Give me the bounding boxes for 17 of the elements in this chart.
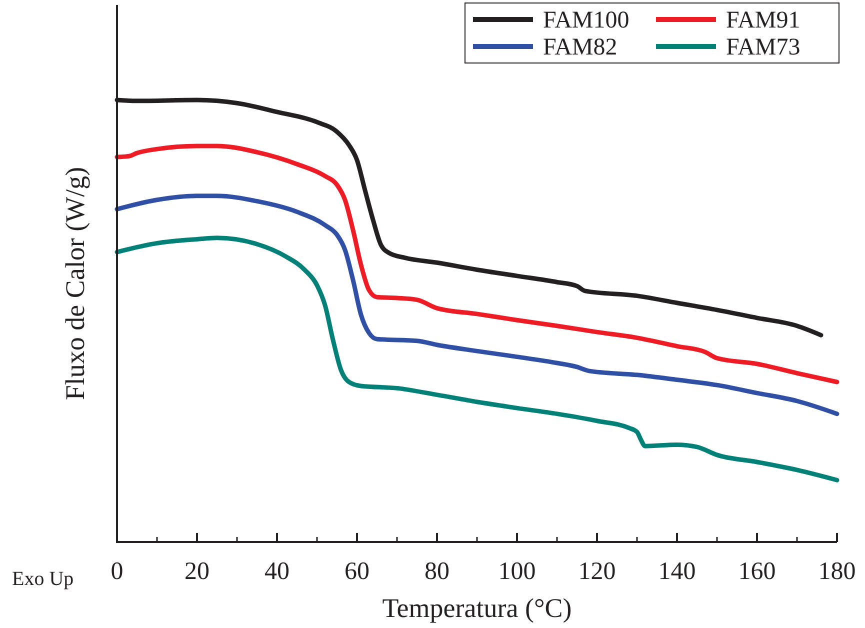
x-tick-label: 180 (818, 558, 856, 585)
x-axis-title: Temperatura (°C) (382, 593, 572, 623)
text: Exo Up (12, 568, 74, 590)
x-tick-label: 0 (110, 558, 124, 585)
legend-label: FAM73 (726, 34, 800, 60)
x-tick-label: 40 (264, 558, 290, 585)
x-tick-label: 160 (738, 558, 776, 585)
legend-label: FAM100 (543, 8, 630, 34)
y-axis-title: Fluxo de Calor (W/g) (60, 166, 90, 400)
x-tick-label: 140 (658, 558, 696, 585)
legend-label: FAM82 (543, 34, 618, 60)
x-tick-label: 80 (424, 558, 450, 585)
x-tick-label: 20 (184, 558, 210, 585)
x-tick-label: 120 (578, 558, 616, 585)
x-tick-label: 100 (498, 558, 536, 585)
legend-label: FAM91 (726, 8, 800, 34)
x-tick-label: 60 (344, 558, 370, 585)
